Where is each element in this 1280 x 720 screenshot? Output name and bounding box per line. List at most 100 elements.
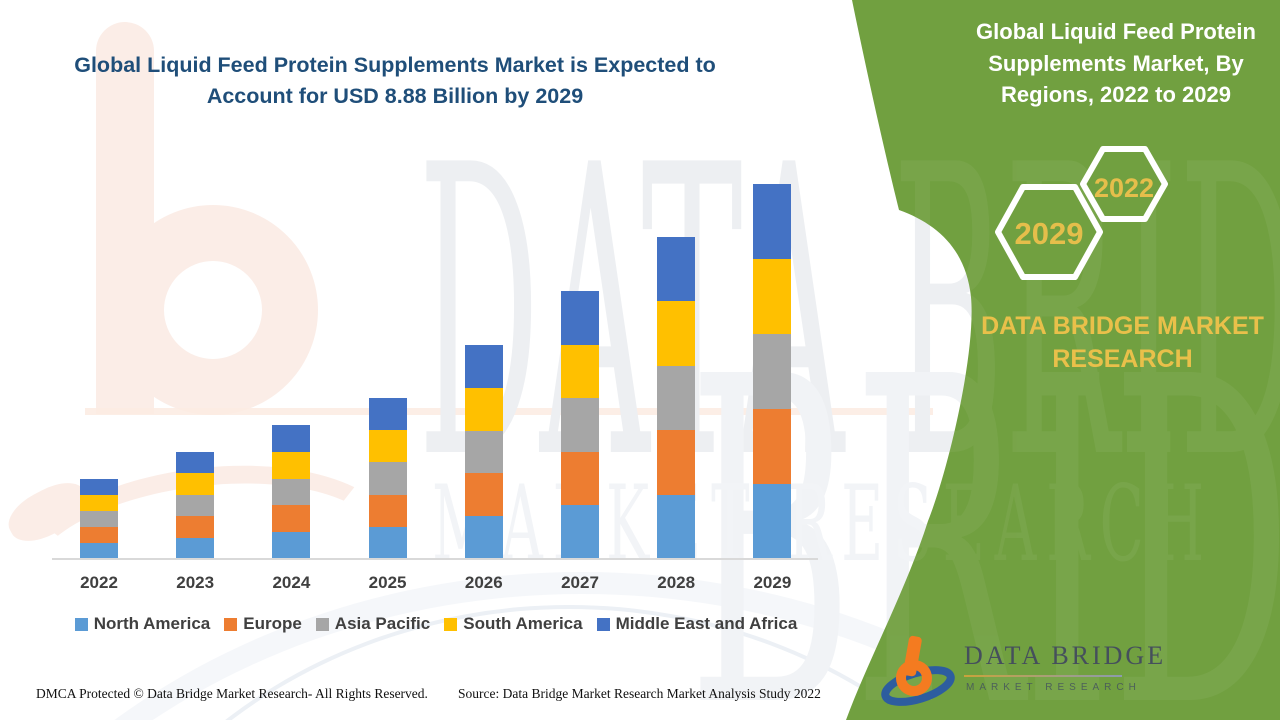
bar-2026-segment-europe bbox=[464, 473, 503, 517]
bar-2026-segment-north-america bbox=[464, 516, 503, 559]
watermark-pink-line bbox=[85, 408, 933, 415]
bar-2025-segment-north-america bbox=[368, 526, 407, 559]
bar-2028-segment-europe bbox=[657, 430, 696, 495]
legend-item-europe: Europe bbox=[224, 614, 302, 634]
green-ghost-text-3: MARKET RESEARCH bbox=[432, 462, 1214, 585]
panel-title: Global Liquid Feed Protein Supplements M… bbox=[958, 16, 1274, 111]
page-title-line-1: Global Liquid Feed Protein Supplements M… bbox=[74, 53, 716, 77]
bar-2024 bbox=[272, 425, 311, 559]
bar-2027-segment-south-america bbox=[561, 344, 599, 399]
bar-2023-segment-middle-east-and-africa bbox=[176, 452, 215, 474]
bar-2026 bbox=[464, 345, 503, 559]
hexagon-2022-icon bbox=[1080, 146, 1168, 222]
bar-2023-segment-north-america bbox=[176, 537, 215, 559]
bar-2022-segment-asia-pacific bbox=[80, 511, 118, 527]
bar-2025-segment-europe bbox=[368, 494, 407, 527]
bar-2026-segment-asia-pacific bbox=[464, 430, 503, 474]
logo-divider bbox=[964, 675, 1122, 677]
bar-2029 bbox=[753, 184, 792, 559]
legend-item-north-america: North America bbox=[74, 614, 211, 634]
bar-2023-segment-europe bbox=[176, 516, 215, 538]
bar-2027-segment-north-america bbox=[561, 505, 599, 559]
panel-brand-text: DATA BRIDGE MARKET RESEARCH bbox=[960, 310, 1280, 376]
bar-2027 bbox=[561, 291, 599, 559]
bar-2029-segment-south-america bbox=[753, 259, 792, 334]
x-axis-label-2022: 2022 bbox=[80, 573, 118, 592]
bar-2023 bbox=[176, 452, 215, 559]
bar-2025-segment-asia-pacific bbox=[368, 462, 407, 495]
legend-label: North America bbox=[93, 614, 211, 633]
legend-swatch-icon bbox=[315, 617, 329, 631]
hexagon-2029-icon bbox=[995, 184, 1103, 280]
year-hexagon-badges: 2029 2022 bbox=[995, 146, 1168, 280]
footer-dmca-text: DMCA Protected © Data Bridge Market Rese… bbox=[36, 686, 428, 701]
bar-2029-segment-europe bbox=[753, 409, 792, 484]
bar-2028 bbox=[657, 237, 696, 559]
x-axis-label-2025: 2025 bbox=[368, 573, 407, 592]
bar-2027-segment-asia-pacific bbox=[561, 398, 599, 452]
bar-2029-segment-asia-pacific bbox=[753, 334, 792, 409]
x-axis-label-2023: 2023 bbox=[176, 573, 215, 592]
legend-swatch-icon bbox=[74, 617, 88, 631]
legend-swatch-icon bbox=[224, 617, 238, 631]
legend-label: Asia Pacific bbox=[334, 614, 431, 633]
bar-2028-segment-asia-pacific bbox=[657, 365, 696, 431]
bar-2024-segment-europe bbox=[272, 505, 311, 533]
legend-label: Europe bbox=[243, 614, 302, 633]
legend-item-middle-east-and-africa: Middle East and Africa bbox=[596, 614, 798, 634]
bar-2023-segment-asia-pacific bbox=[176, 494, 215, 517]
x-axis-label-2028: 2028 bbox=[657, 573, 696, 592]
panel-title-line-2: Supplements Market, By bbox=[988, 50, 1244, 76]
bar-2028-segment-north-america bbox=[657, 494, 696, 559]
chart-legend: North America Europe Asia Pacific South Ame… bbox=[0, 614, 872, 634]
legend-item-south-america: South America bbox=[444, 614, 583, 634]
bar-2022 bbox=[80, 479, 118, 559]
hexagon-2029-label: 2029 bbox=[1015, 216, 1084, 251]
bar-2027-segment-europe bbox=[561, 451, 599, 506]
x-axis-label-2027: 2027 bbox=[561, 573, 599, 592]
x-axis-line bbox=[52, 558, 818, 560]
bar-2029-segment-north-america bbox=[753, 484, 792, 559]
legend-swatch-icon bbox=[596, 617, 610, 631]
bar-2024-segment-asia-pacific bbox=[272, 478, 311, 506]
bar-2026-segment-middle-east-and-africa bbox=[464, 345, 503, 388]
legend-item-asia-pacific: Asia Pacific bbox=[315, 614, 431, 634]
bar-2024-segment-middle-east-and-africa bbox=[272, 425, 311, 452]
bar-2022-segment-south-america bbox=[80, 495, 118, 511]
bar-2025 bbox=[368, 398, 407, 559]
hexagon-2022-label: 2022 bbox=[1094, 173, 1154, 203]
x-axis-label-2029: 2029 bbox=[753, 573, 792, 592]
bar-2023-segment-south-america bbox=[176, 473, 215, 495]
bar-2025-segment-south-america bbox=[368, 430, 407, 463]
bar-2029-segment-middle-east-and-africa bbox=[753, 184, 792, 259]
bar-2022-segment-europe bbox=[80, 527, 118, 543]
bar-2028-segment-south-america bbox=[657, 301, 696, 366]
legend-label: South America bbox=[463, 614, 583, 633]
bar-2026-segment-south-america bbox=[464, 387, 503, 431]
bar-2027-segment-middle-east-and-africa bbox=[561, 291, 599, 345]
data-bridge-logo: DATA BRIDGE MARKET RESEARCH bbox=[880, 633, 1163, 713]
footer-source-text: Source: Data Bridge Market Research Mark… bbox=[458, 686, 821, 701]
page-title: Global Liquid Feed Protein Supplements M… bbox=[30, 50, 760, 112]
page-title-line-2: Account for USD 8.88 Billion by 2029 bbox=[206, 84, 584, 108]
bar-2025-segment-middle-east-and-africa bbox=[368, 398, 407, 431]
bar-2022-segment-north-america bbox=[80, 543, 118, 559]
logo-b-icon bbox=[881, 635, 955, 706]
green-panel-shape bbox=[846, 0, 1280, 720]
legend-swatch-icon bbox=[444, 617, 458, 631]
bar-2024-segment-north-america bbox=[272, 532, 311, 559]
panel-title-line-1: Global Liquid Feed Protein bbox=[976, 19, 1256, 44]
bar-2024-segment-south-america bbox=[272, 451, 311, 479]
logo-name-text: DATA BRIDGE bbox=[964, 641, 1167, 670]
panel-brand-line-1: DATA BRIDGE MARKET bbox=[981, 312, 1264, 340]
panel-brand-line-2: RESEARCH bbox=[1052, 345, 1193, 373]
panel-title-line-3: Regions, 2022 to 2029 bbox=[1001, 82, 1231, 107]
bar-2028-segment-middle-east-and-africa bbox=[657, 237, 696, 302]
x-axis-label-2024: 2024 bbox=[272, 573, 311, 592]
logo-tagline-text: MARKET RESEARCH bbox=[966, 682, 1141, 693]
legend-label: Middle East and Africa bbox=[615, 614, 798, 633]
bar-2022-segment-middle-east-and-africa bbox=[80, 479, 118, 495]
x-axis-label-2026: 2026 bbox=[464, 573, 503, 592]
